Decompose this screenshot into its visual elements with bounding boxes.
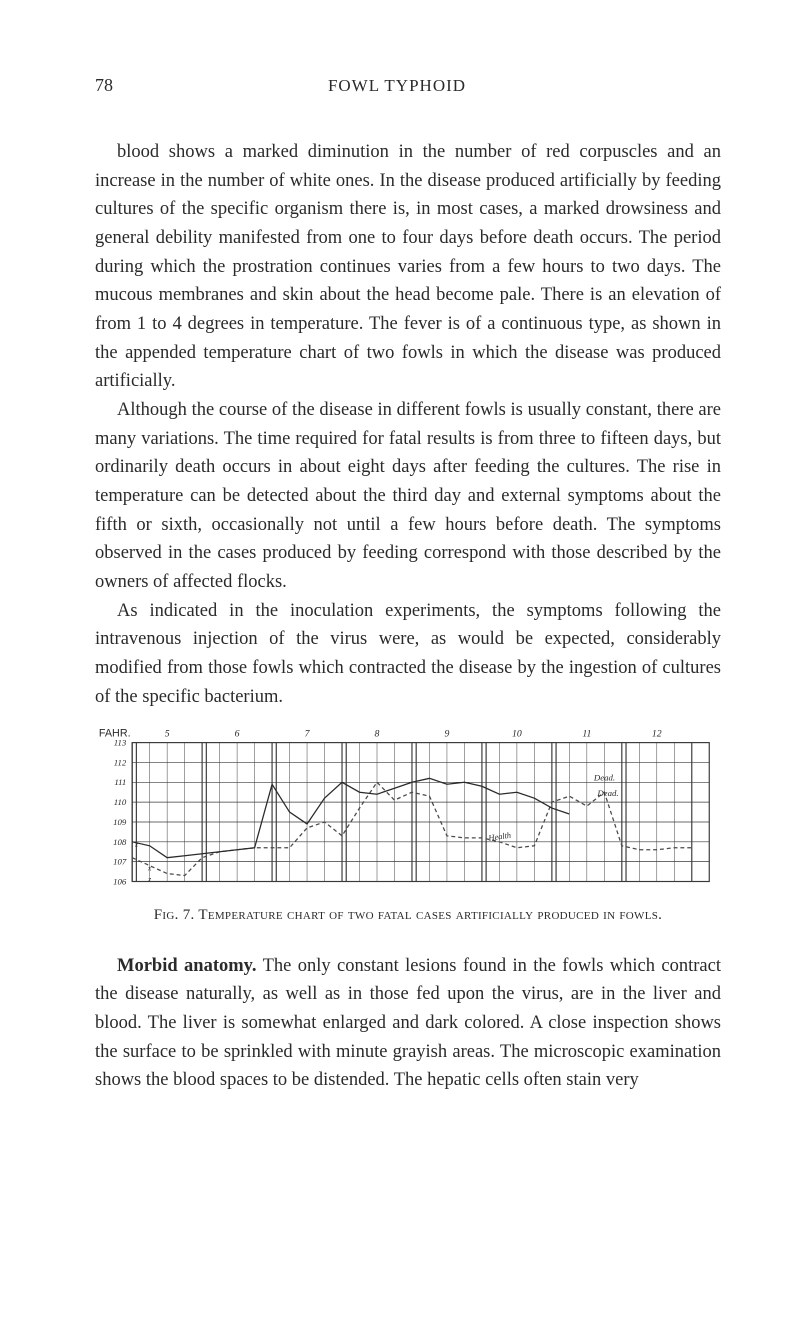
svg-text:111: 111 (114, 778, 126, 788)
paragraph-1: blood shows a marked diminution in the n… (95, 138, 721, 396)
page-header: 78 FOWL TYPHOID (95, 75, 721, 100)
section-label: Morbid anatomy. (117, 956, 257, 976)
figure-caption-text: Temperature chart of two fatal cases art… (195, 907, 663, 923)
temperature-chart: FAHR.11311211111010910810710656789101112… (95, 725, 721, 896)
svg-text:8: 8 (375, 729, 380, 740)
chapter-title: FOWL TYPHOID (113, 76, 681, 96)
svg-text:112: 112 (114, 758, 127, 768)
svg-text:110: 110 (114, 798, 127, 808)
svg-text:z: z (147, 875, 151, 884)
page-number: 78 (95, 75, 113, 96)
svg-text:Health: Health (487, 831, 512, 843)
body-text-block-2: Morbid anatomy. The only constant lesion… (95, 952, 721, 1095)
svg-text:108: 108 (113, 837, 127, 847)
figure-caption: Fig. 7. Temperature chart of two fatal c… (95, 907, 721, 924)
figure-caption-prefix: Fig. 7. (154, 907, 195, 923)
svg-text:11: 11 (582, 729, 591, 740)
paragraph-2: Although the course of the disease in di… (95, 396, 721, 597)
svg-text:113: 113 (114, 738, 127, 748)
chart-svg: FAHR.11311211111010910810710656789101112… (95, 725, 721, 891)
svg-text:109: 109 (113, 817, 127, 827)
svg-text:x: x (147, 864, 152, 873)
svg-text:9: 9 (445, 729, 450, 740)
paragraph-4: Morbid anatomy. The only constant lesion… (95, 952, 721, 1095)
svg-text:z: z (134, 840, 138, 849)
svg-text:107: 107 (113, 857, 127, 867)
svg-text:Dead.: Dead. (596, 789, 618, 799)
svg-text:Dead.: Dead. (593, 773, 615, 783)
svg-text:7: 7 (305, 729, 311, 740)
body-text-block: blood shows a marked diminution in the n… (95, 138, 721, 711)
svg-text:106: 106 (113, 877, 127, 887)
svg-text:12: 12 (652, 729, 662, 740)
svg-text:5: 5 (165, 729, 170, 740)
svg-text:10: 10 (512, 729, 522, 740)
svg-text:6: 6 (235, 729, 240, 740)
paragraph-3: As indicated in the inoculation experime… (95, 597, 721, 712)
